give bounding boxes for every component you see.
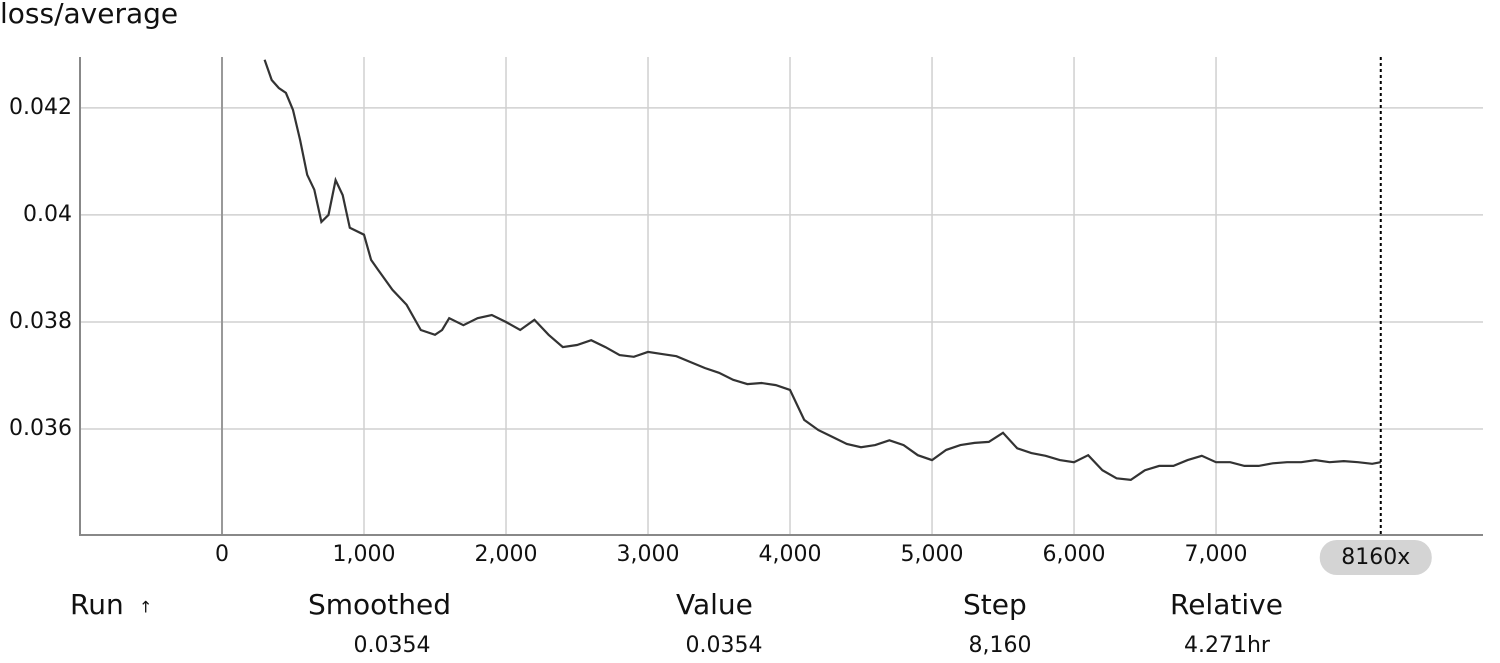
y-tick-label: 0.038 — [9, 309, 72, 334]
axis — [79, 57, 1483, 536]
header[interactable]: Smoothed — [308, 588, 451, 621]
y-tick-label: 0.042 — [9, 95, 72, 120]
header[interactable]: Relative — [1170, 588, 1283, 621]
y-tick-label: 0.036 — [9, 416, 72, 441]
cell: 0.0354 — [686, 633, 763, 658]
cell: 8,160 — [969, 633, 1032, 658]
header[interactable]: Step — [963, 588, 1027, 621]
x-tick-label: 6,000 — [1043, 542, 1106, 567]
header[interactable]: Value — [676, 588, 753, 621]
x-tick-label: 7,000 — [1185, 542, 1248, 567]
x-tick-label: 0 — [215, 542, 229, 567]
x-tick-label: 1,000 — [333, 542, 396, 567]
x-tick-label: 2,000 — [475, 542, 538, 567]
x-tick-label: 3,000 — [617, 542, 680, 567]
chart-title: loss/average — [0, 0, 178, 30]
cell: 4.271hr — [1184, 633, 1271, 658]
series-line — [263, 59, 1382, 482]
x-tick-label: 5,000 — [901, 542, 964, 567]
x-tick-label: 4,000 — [759, 542, 822, 567]
cursor-label: 8160x — [1341, 545, 1410, 570]
cursor-badge — [1319, 540, 1432, 575]
sort-indicator[interactable]: ↑ — [139, 598, 152, 617]
cell: 0.0354 — [354, 633, 431, 658]
header[interactable]: Run — [70, 588, 124, 621]
y-tick-label: 0.04 — [23, 202, 72, 227]
